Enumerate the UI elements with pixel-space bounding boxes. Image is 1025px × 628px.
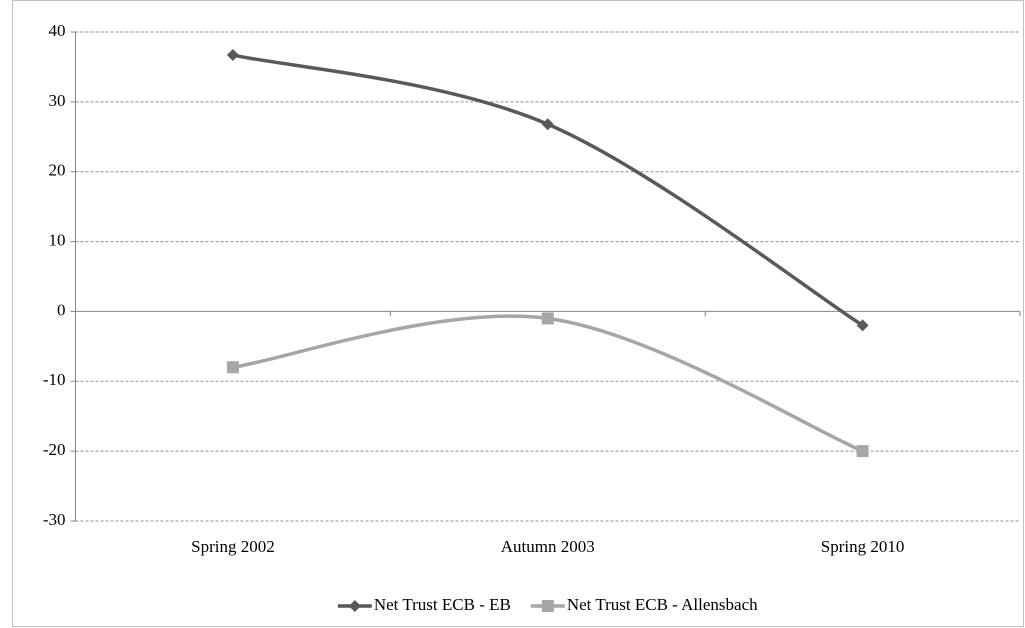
legend-marker [348, 600, 361, 612]
y-tick-label: 30 [49, 91, 66, 110]
data-point [226, 361, 239, 374]
y-tick-label: 40 [49, 21, 66, 40]
data-point [541, 312, 554, 325]
y-tick-label: 10 [49, 230, 66, 249]
data-point [856, 445, 869, 458]
legend-label: Net Trust ECB - Allensbach [567, 595, 758, 614]
data-point [541, 118, 554, 131]
series-line [232, 314, 864, 453]
chart-border [12, 0, 1024, 627]
y-tick-label: -30 [43, 510, 66, 529]
x-tick-label: Spring 2002 [191, 537, 275, 556]
legend: Net Trust ECB - EB Net Trust ECB - Allens… [337, 595, 758, 614]
x-tick-label: Autumn 2003 [501, 537, 595, 556]
x-tick-label: Spring 2010 [821, 537, 905, 556]
y-tick-label: -20 [43, 440, 66, 459]
y-tick-label: 0 [57, 300, 66, 319]
y-tick-label: 20 [49, 161, 66, 180]
data-point [226, 49, 239, 62]
series-line [232, 53, 864, 327]
data-point [856, 319, 869, 332]
y-tick-label: -10 [43, 370, 66, 389]
legend-marker [541, 600, 554, 612]
legend-label: Net Trust ECB - EB [374, 595, 511, 614]
